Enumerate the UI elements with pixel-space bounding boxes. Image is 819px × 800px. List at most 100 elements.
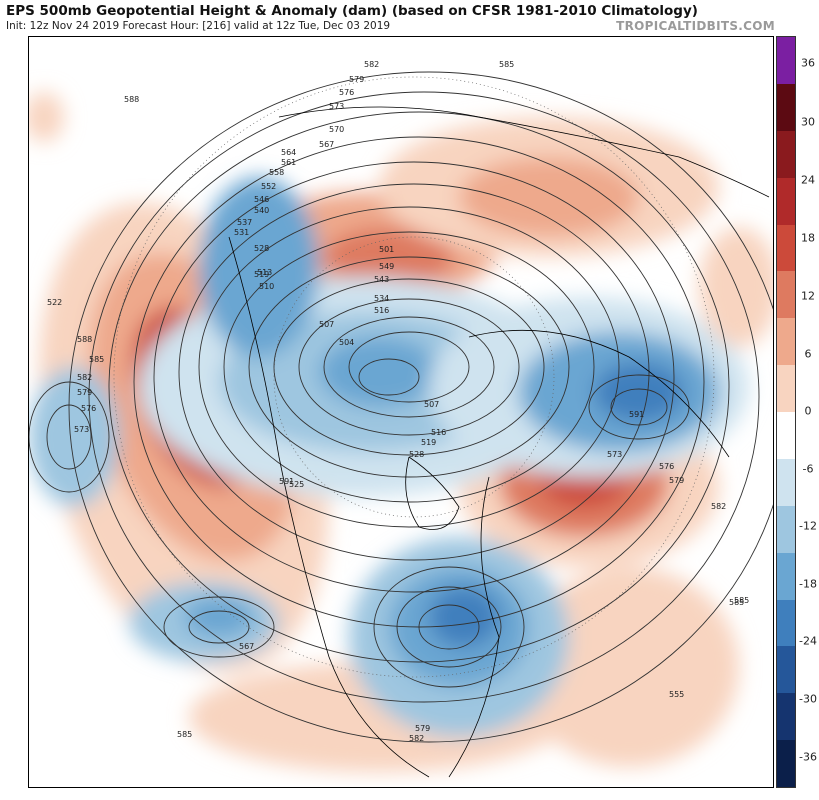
height-contour bbox=[178, 183, 650, 561]
height-contour bbox=[373, 566, 525, 688]
height-contour bbox=[298, 298, 520, 436]
colorbar-tick-label: 6 bbox=[804, 347, 812, 361]
contour-label: 579 bbox=[415, 724, 430, 733]
colorbar-tick-label: -24 bbox=[799, 634, 817, 648]
colorbar-segment bbox=[777, 552, 795, 600]
contour-label: 573 bbox=[74, 425, 89, 434]
height-contour bbox=[223, 231, 595, 503]
contour-label: 507 bbox=[424, 400, 439, 409]
contour-label: 522 bbox=[47, 298, 62, 307]
height-contour bbox=[46, 404, 92, 470]
colorbar-tick-label: 12 bbox=[801, 289, 815, 303]
contour-label: 579 bbox=[669, 476, 684, 485]
anomaly-trough-east-pacific bbox=[29, 367, 119, 507]
contour-label: 552 bbox=[261, 182, 276, 191]
contour-label: 528 bbox=[409, 450, 424, 459]
coastline-asia-north bbox=[278, 106, 770, 198]
height-contour bbox=[610, 388, 668, 426]
colorbar-segment bbox=[777, 740, 795, 787]
contour-label: 582 bbox=[409, 734, 424, 743]
map-svg: 588 579 582 585 573 576 570 567 564 561 … bbox=[29, 60, 773, 778]
colorbar-segment bbox=[777, 318, 795, 366]
contour-label: 585 bbox=[729, 598, 744, 607]
contour-label: 558 bbox=[269, 168, 284, 177]
contour-label: 510 bbox=[259, 282, 274, 291]
anomaly-ridge-top-left bbox=[29, 92, 64, 142]
height-contour bbox=[248, 256, 570, 478]
contour-label: 585 bbox=[89, 355, 104, 364]
coastline-eurasia bbox=[468, 329, 730, 458]
brand-watermark[interactable]: TROPICALTIDBITS.COM bbox=[616, 19, 775, 33]
height-contour bbox=[358, 358, 420, 396]
contour-label: 588 bbox=[124, 95, 139, 104]
colorbar-segment bbox=[777, 83, 795, 131]
contour-label: 513 bbox=[257, 268, 272, 277]
chart-title: EPS 500mb Geopotential Height & Anomaly … bbox=[6, 3, 698, 19]
height-contour bbox=[273, 278, 545, 456]
anomaly-ridge-arctic-core bbox=[324, 227, 454, 287]
colorbar-segment bbox=[777, 599, 795, 647]
anomaly-trough-siberia-core bbox=[594, 362, 684, 422]
contour-label: 576 bbox=[339, 88, 354, 97]
colorbar-tick-label: -12 bbox=[799, 519, 817, 533]
contour-labels: 588 579 582 585 573 576 570 567 564 561 … bbox=[47, 60, 749, 743]
contour-label: 582 bbox=[77, 373, 92, 382]
colorbar-segment bbox=[777, 646, 795, 694]
contour-label: 591 bbox=[279, 477, 294, 486]
contour-label: 567 bbox=[239, 642, 254, 651]
height-contour bbox=[188, 610, 250, 644]
contour-label: 534 bbox=[374, 294, 389, 303]
colorbar-tick-label: 24 bbox=[801, 173, 815, 187]
contour-label: 582 bbox=[711, 502, 726, 511]
height-contour bbox=[88, 91, 760, 703]
contour-label: 573 bbox=[607, 450, 622, 459]
colorbar-segment bbox=[777, 412, 795, 459]
contour-label: 573 bbox=[329, 102, 344, 111]
height-contour bbox=[29, 381, 110, 493]
colorbar bbox=[776, 36, 796, 788]
contour-label: 585 bbox=[734, 596, 749, 605]
colorbar-tick-label: 18 bbox=[801, 231, 815, 245]
contour-label: 582 bbox=[364, 60, 379, 69]
contour-label: 519 bbox=[421, 438, 436, 447]
contour-label: 576 bbox=[81, 404, 96, 413]
contour-label: 591 bbox=[629, 410, 644, 419]
colorbar-tick-label: 36 bbox=[801, 56, 815, 70]
contour-label: 549 bbox=[379, 262, 394, 271]
anomaly-trough-subtropical-pacific-core bbox=[184, 597, 254, 637]
contour-label: 504 bbox=[339, 338, 354, 347]
contour-label: 507 bbox=[319, 320, 334, 329]
height-contours bbox=[29, 71, 773, 743]
latitude-circles bbox=[113, 76, 715, 678]
latitude-circle bbox=[273, 236, 555, 518]
anomaly-shading bbox=[29, 92, 773, 772]
colorbar-tick-label: -36 bbox=[799, 750, 817, 764]
colorbar-tick-label: 30 bbox=[801, 115, 815, 129]
height-contour bbox=[418, 604, 480, 650]
height-contour bbox=[198, 206, 620, 528]
colorbar-segment bbox=[777, 505, 795, 553]
colorbar-segment bbox=[777, 177, 795, 225]
contour-label: 516 bbox=[374, 306, 389, 315]
contour-label: 501 bbox=[379, 245, 394, 254]
height-contour bbox=[323, 316, 495, 418]
colorbar-tick-label: 0 bbox=[804, 404, 812, 418]
height-contour bbox=[68, 71, 773, 743]
colorbar-tick-label: -6 bbox=[802, 462, 814, 476]
contour-label: 543 bbox=[374, 275, 389, 284]
colorbar-segment bbox=[777, 365, 795, 412]
map-panel: 588 579 582 585 573 576 570 567 564 561 … bbox=[28, 36, 774, 788]
colorbar-segment bbox=[777, 224, 795, 272]
anomaly-trough-hudson-core bbox=[319, 337, 439, 407]
contour-label: 546 bbox=[254, 195, 269, 204]
colorbar-segment bbox=[777, 693, 795, 741]
contour-label: 564 bbox=[281, 148, 296, 157]
contour-label: 585 bbox=[177, 730, 192, 739]
height-contour bbox=[108, 111, 730, 663]
colorbar-segment bbox=[777, 37, 795, 84]
contour-label: 555 bbox=[669, 690, 684, 699]
coastline-north-america-west bbox=[228, 236, 430, 778]
height-contour bbox=[163, 596, 275, 658]
colorbar-segment bbox=[777, 458, 795, 506]
contour-label: 561 bbox=[281, 158, 296, 167]
